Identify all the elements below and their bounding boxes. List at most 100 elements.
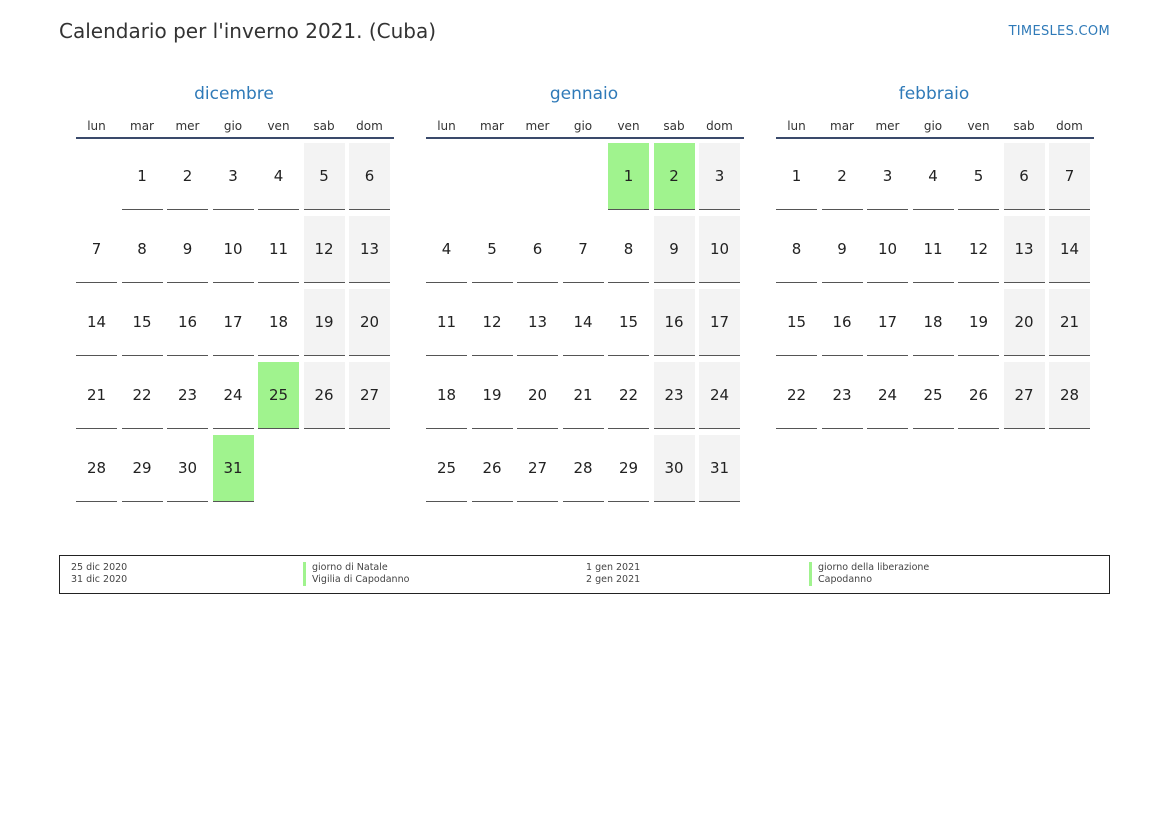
day-cell: 4 <box>258 143 299 210</box>
legend-dates-1: 25 dic 2020 31 dic 2020 <box>71 562 127 586</box>
weekday-label: gio <box>923 119 943 133</box>
day-cell: 27 <box>517 435 558 502</box>
day-cell: 14 <box>562 289 604 356</box>
day-cell: 22 <box>776 362 817 429</box>
day-cell: 9 <box>167 216 208 283</box>
day-cell: 2 <box>167 143 208 210</box>
day-cell: 4 <box>426 216 467 283</box>
weekday-label: dom <box>706 119 733 133</box>
day-cell: 17 <box>212 289 254 356</box>
day-cell: 9 <box>821 216 863 283</box>
day-cell: 5 <box>958 143 999 210</box>
weekday-header: lun mar mer gio ven sab dom <box>776 115 1094 139</box>
day-cell: 15 <box>121 289 163 356</box>
weekday-label: dom <box>1056 119 1083 133</box>
legend-date: 2 gen 2021 <box>586 574 641 585</box>
legend-holiday-name: Capodanno <box>809 574 929 586</box>
weekday-label: mer <box>175 119 200 133</box>
day-cell: 16 <box>821 289 863 356</box>
day-cell: 23 <box>821 362 863 429</box>
weekday-label: sab <box>313 119 335 133</box>
day-cell: 6 <box>1003 143 1045 210</box>
day-cell: 6 <box>517 216 558 283</box>
day-cell: 18 <box>258 289 299 356</box>
day-cell: 10 <box>699 216 740 283</box>
day-cell: 1 <box>776 143 817 210</box>
day-cell: 7 <box>1049 143 1090 210</box>
day-cell: 26 <box>958 362 999 429</box>
day-cell: 12 <box>958 216 999 283</box>
holiday-day-cell: 2 <box>653 143 695 210</box>
day-cell: 21 <box>1049 289 1090 356</box>
legend-date: 31 dic 2020 <box>71 574 128 585</box>
day-cell: 25 <box>912 362 954 429</box>
day-cell: 17 <box>867 289 908 356</box>
day-cell: 27 <box>349 362 390 429</box>
legend-holiday-name: giorno della liberazione <box>809 562 929 574</box>
weekday-label: mer <box>525 119 550 133</box>
weekday-label: ven <box>617 119 640 133</box>
day-cell: 7 <box>562 216 604 283</box>
day-cell: 18 <box>912 289 954 356</box>
holiday-day-cell: 31 <box>212 435 254 502</box>
day-cell: 24 <box>699 362 740 429</box>
day-cell: 22 <box>608 362 649 429</box>
legend-date: 1 gen 2021 <box>586 562 641 573</box>
weekday-label: ven <box>267 119 290 133</box>
weekday-label: mer <box>875 119 900 133</box>
day-cell: 14 <box>76 289 117 356</box>
day-cell: 10 <box>212 216 254 283</box>
day-cell: 21 <box>562 362 604 429</box>
day-cell: 19 <box>471 362 513 429</box>
day-cell: 14 <box>1049 216 1090 283</box>
day-cell: 22 <box>121 362 163 429</box>
day-cell: 8 <box>776 216 817 283</box>
page-title: Calendario per l'inverno 2021. (Cuba) <box>59 19 437 43</box>
legend-holiday-name: giorno di Natale <box>303 562 409 574</box>
legend-names-2: giorno della liberazione Capodanno <box>809 562 929 586</box>
weekday-label: mar <box>830 119 854 133</box>
day-cell: 16 <box>653 289 695 356</box>
site-link[interactable]: TIMESLES.COM <box>1008 24 1110 39</box>
weekday-label: sab <box>663 119 685 133</box>
day-cell: 3 <box>699 143 740 210</box>
day-cell: 5 <box>303 143 345 210</box>
day-cell: 31 <box>699 435 740 502</box>
day-cell: 12 <box>303 216 345 283</box>
day-cell: 25 <box>426 435 467 502</box>
day-cell: 26 <box>303 362 345 429</box>
day-cell: 13 <box>349 216 390 283</box>
weekday-label: lun <box>437 119 456 133</box>
weekday-label: gio <box>223 119 243 133</box>
day-cell: 20 <box>517 362 558 429</box>
day-cell: 1 <box>121 143 163 210</box>
day-cell: 28 <box>562 435 604 502</box>
day-cell: 24 <box>212 362 254 429</box>
legend-date: 25 dic 2020 <box>71 562 128 573</box>
day-cell: 23 <box>653 362 695 429</box>
day-cell: 13 <box>1003 216 1045 283</box>
month-name: gennaio <box>549 84 619 104</box>
day-cell: 15 <box>608 289 649 356</box>
day-cell: 3 <box>212 143 254 210</box>
day-cell: 11 <box>258 216 299 283</box>
holiday-day-cell: 25 <box>258 362 299 429</box>
day-cell: 19 <box>303 289 345 356</box>
day-cell: 13 <box>517 289 558 356</box>
day-cell: 30 <box>167 435 208 502</box>
day-grid: 1 2 3 4 5 6 7 8 9 10 11 12 13 14 15 16 17 18 19 20 21 22 23 24 2… <box>76 139 394 509</box>
day-cell: 11 <box>426 289 467 356</box>
weekday-label: mar <box>480 119 504 133</box>
day-cell: 8 <box>121 216 163 283</box>
day-cell: 5 <box>471 216 513 283</box>
day-cell: 18 <box>426 362 467 429</box>
day-cell: 16 <box>167 289 208 356</box>
day-cell: 10 <box>867 216 908 283</box>
weekday-label: dom <box>356 119 383 133</box>
day-cell: 30 <box>653 435 695 502</box>
weekday-label: mar <box>130 119 154 133</box>
day-cell: 4 <box>912 143 954 210</box>
legend-names-1: giorno di Natale Vigilia di Capodanno <box>303 562 409 586</box>
